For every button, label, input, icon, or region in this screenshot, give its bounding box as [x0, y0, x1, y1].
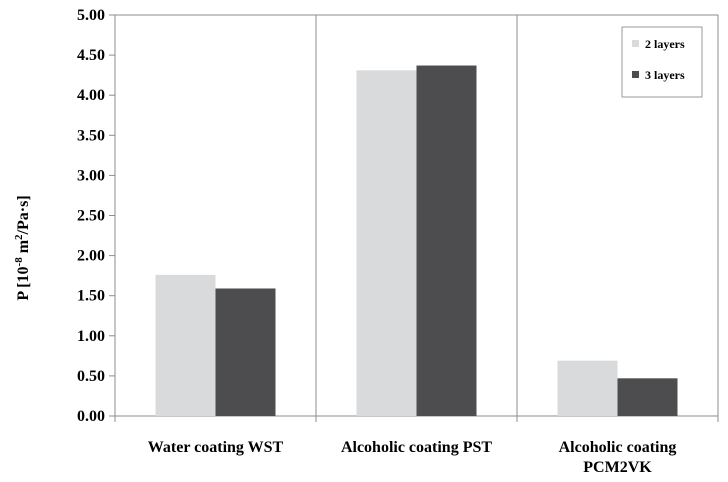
y-tick-label: 3.50: [77, 127, 105, 144]
bar-3-layers: [416, 65, 477, 416]
y-tick-label: 0.00: [77, 408, 105, 425]
legend-box: [621, 26, 703, 98]
bars: [155, 65, 678, 416]
legend-label-3-layers: 3 layers: [645, 68, 685, 82]
legend: 2 layers 3 layers: [621, 26, 703, 98]
category-separators: [114, 15, 719, 422]
y-axis-ticks: 0.00 0.50 1.00 1.50 2.00 2.50 3.00 3.50 4.00 4.50…: [77, 7, 115, 425]
y-tick-label: 4.00: [77, 87, 105, 104]
y-tick-label: 5.00: [77, 7, 105, 24]
bar-3-layers: [215, 288, 276, 416]
legend-swatch-3-layers: [632, 71, 639, 78]
x-category-label: Alcoholic coating: [559, 439, 677, 456]
legend-swatch-2-layers: [632, 40, 639, 47]
y-tick-label: 1.50: [77, 288, 105, 305]
x-category-label: Alcoholic coating PST: [341, 439, 492, 456]
y-tick-label: 4.50: [77, 47, 105, 64]
x-category-label: Water coating WST: [148, 439, 284, 456]
y-tick-label: 0.50: [77, 368, 105, 385]
y-axis-title: P [10-8 m2/Pa·s]: [13, 195, 32, 300]
bar-2-layers: [557, 360, 618, 416]
x-category-label: PCM2VK: [583, 459, 652, 476]
bar-2-layers: [155, 274, 216, 416]
y-tick-label: 1.00: [77, 328, 105, 345]
bar-3-layers: [617, 378, 678, 416]
y-tick-label: 2.00: [77, 248, 105, 265]
y-tick-label: 2.50: [77, 208, 105, 225]
x-axis-categories: Water coating WST Alcoholic coating PST Al…: [148, 439, 677, 476]
y-tick-label: 3.00: [77, 167, 105, 184]
bar-2-layers: [356, 70, 417, 416]
legend-label-2-layers: 2 layers: [645, 37, 685, 51]
